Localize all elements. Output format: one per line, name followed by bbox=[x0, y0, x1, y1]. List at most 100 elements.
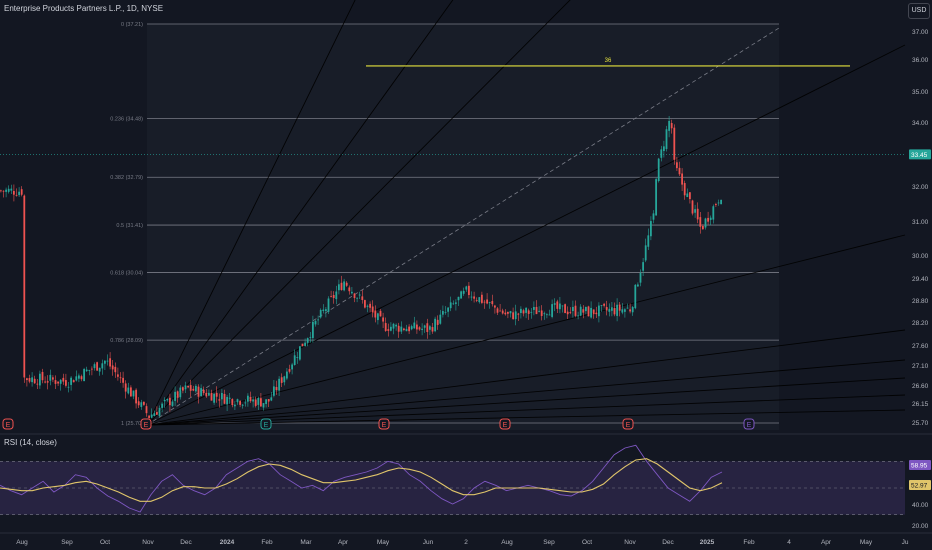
candle bbox=[312, 321, 314, 338]
candle bbox=[67, 386, 70, 388]
candle bbox=[475, 299, 478, 301]
candle bbox=[436, 319, 439, 325]
candle bbox=[616, 304, 618, 316]
candle bbox=[618, 304, 621, 311]
candle bbox=[397, 325, 400, 332]
candle bbox=[114, 366, 117, 373]
candle bbox=[2, 190, 5, 192]
y-tick-label: 27.10 bbox=[912, 363, 929, 370]
candle bbox=[319, 309, 322, 318]
candle bbox=[314, 320, 317, 325]
rsi-ma-value-badge bbox=[909, 480, 931, 490]
candle bbox=[390, 326, 392, 331]
candle bbox=[208, 392, 210, 396]
candle bbox=[234, 404, 236, 407]
candle bbox=[231, 399, 234, 406]
candle bbox=[150, 414, 153, 418]
y-tick-label: 35.00 bbox=[912, 89, 929, 96]
candle bbox=[195, 385, 197, 392]
candle bbox=[405, 328, 408, 332]
earnings-marker-label: E bbox=[382, 422, 387, 429]
candle bbox=[309, 336, 312, 338]
candle bbox=[473, 296, 475, 299]
candle bbox=[418, 327, 421, 330]
candle bbox=[85, 369, 88, 372]
candle bbox=[117, 374, 119, 377]
candle bbox=[598, 305, 600, 317]
x-tick-label: Oct bbox=[582, 539, 592, 546]
candle bbox=[62, 377, 65, 382]
candle bbox=[239, 401, 241, 405]
candle bbox=[189, 385, 192, 391]
y-tick-label: 34.00 bbox=[912, 120, 929, 127]
candle bbox=[98, 367, 101, 372]
candle bbox=[603, 303, 605, 306]
candle bbox=[78, 375, 80, 379]
y-tick-label: 25.70 bbox=[912, 420, 929, 427]
candle bbox=[709, 217, 712, 220]
candle bbox=[244, 402, 247, 404]
candle bbox=[483, 301, 486, 303]
x-tick-label: 2 bbox=[464, 539, 468, 546]
fib-level-label: 0.382 (32.79) bbox=[110, 175, 143, 181]
candle bbox=[52, 377, 54, 380]
candle bbox=[611, 307, 613, 311]
candle bbox=[59, 379, 62, 384]
candle bbox=[657, 158, 660, 182]
candle bbox=[182, 387, 184, 391]
candle bbox=[686, 193, 689, 198]
candle bbox=[691, 200, 694, 214]
candle bbox=[699, 217, 702, 227]
candle bbox=[426, 323, 429, 333]
candle bbox=[202, 389, 205, 394]
candle bbox=[621, 309, 624, 313]
candle bbox=[366, 305, 369, 307]
candle bbox=[434, 318, 436, 332]
candle bbox=[478, 297, 481, 303]
fan-line bbox=[146, 44, 906, 426]
x-tick-label: May bbox=[860, 539, 873, 546]
candle bbox=[694, 209, 696, 213]
candle bbox=[720, 199, 722, 205]
candle bbox=[481, 294, 483, 303]
y-tick-label: 32.00 bbox=[912, 184, 929, 191]
candle bbox=[712, 206, 715, 220]
x-tick-label: Aug bbox=[501, 539, 513, 546]
candle bbox=[514, 311, 517, 320]
rsi-value-badge bbox=[909, 460, 931, 470]
fan-line bbox=[146, 0, 571, 426]
target-line-label: 36 bbox=[605, 58, 612, 64]
x-tick-label: Dec bbox=[180, 539, 192, 546]
fan-line bbox=[146, 329, 906, 426]
candle bbox=[553, 303, 556, 305]
currency-badge[interactable]: USD bbox=[908, 3, 930, 19]
candle bbox=[169, 397, 171, 406]
candle bbox=[260, 398, 262, 407]
earnings-marker-label: E bbox=[144, 422, 149, 429]
x-tick-label: Sep bbox=[61, 539, 73, 546]
candle bbox=[361, 296, 364, 300]
candle bbox=[143, 401, 145, 405]
candle bbox=[395, 324, 397, 327]
candle bbox=[7, 188, 10, 192]
candle bbox=[26, 378, 28, 381]
candle bbox=[676, 162, 678, 169]
candle bbox=[145, 406, 148, 414]
candle bbox=[70, 377, 72, 385]
candle bbox=[673, 127, 676, 160]
candle bbox=[213, 393, 215, 403]
candle bbox=[299, 346, 301, 360]
candle bbox=[171, 401, 174, 406]
candle bbox=[655, 179, 657, 216]
candle bbox=[408, 326, 410, 332]
trend-dashed-line bbox=[146, 27, 780, 426]
candle bbox=[624, 309, 626, 312]
candle bbox=[387, 329, 390, 331]
candle bbox=[689, 192, 691, 200]
candle bbox=[540, 310, 543, 316]
candle bbox=[293, 355, 296, 366]
candle bbox=[5, 189, 7, 192]
candle bbox=[176, 391, 179, 398]
candle bbox=[348, 287, 351, 292]
